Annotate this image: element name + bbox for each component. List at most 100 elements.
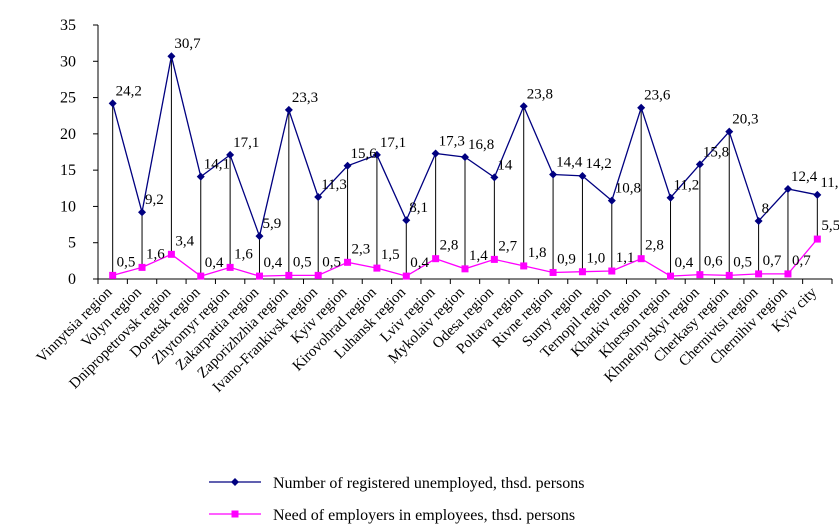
- data-label-employer-need: 2,3: [352, 241, 371, 257]
- data-label-unemployed: 8: [762, 201, 770, 217]
- data-label-unemployed: 17,1: [380, 135, 406, 151]
- data-label-unemployed: 12,4: [791, 169, 818, 185]
- data-label-unemployed: 15,8: [703, 144, 729, 160]
- data-label-employer-need: 0,6: [704, 254, 723, 270]
- data-label-employer-need: 0,7: [792, 253, 811, 269]
- data-point-unemployed: [461, 153, 469, 162]
- data-point-unemployed: [519, 102, 528, 111]
- data-label-unemployed: 14: [497, 157, 513, 173]
- data-point-unemployed: [431, 149, 440, 158]
- data-point-unemployed: [402, 216, 411, 225]
- data-point-unemployed: [637, 103, 646, 112]
- data-label-employer-need: 0,4: [410, 255, 429, 271]
- data-label-unemployed: 17,3: [439, 133, 465, 149]
- data-label-unemployed: 24,2: [116, 83, 142, 99]
- data-label-unemployed: 30,7: [174, 36, 201, 52]
- data-point-employer-need: [255, 272, 263, 280]
- data-point-unemployed: [578, 171, 587, 180]
- data-label-employer-need: 0,4: [263, 255, 282, 271]
- data-point-unemployed: [695, 160, 704, 169]
- data-point-employer-need: [373, 264, 381, 272]
- data-label-unemployed: 23,8: [527, 86, 553, 102]
- data-point-unemployed: [754, 216, 763, 225]
- data-point-unemployed: [607, 196, 616, 205]
- data-label-unemployed: 23,3: [292, 90, 318, 106]
- y-tick-label: 5: [68, 235, 76, 252]
- data-label-employer-need: 0,4: [675, 255, 694, 271]
- data-label-employer-need: 0,5: [322, 254, 341, 270]
- data-point-unemployed: [725, 127, 734, 136]
- data-label-unemployed: 5,9: [262, 216, 281, 232]
- y-tick-label: 0: [68, 271, 76, 288]
- data-point-employer-need: [226, 263, 234, 271]
- data-point-employer-need: [402, 272, 410, 280]
- data-point-employer-need: [344, 258, 352, 266]
- data-label-employer-need: 0,4: [205, 255, 224, 271]
- y-tick-label: 35: [60, 17, 76, 34]
- data-label-unemployed: 20,3: [732, 112, 758, 128]
- data-point-employer-need: [432, 255, 440, 263]
- y-tick-label: 20: [60, 126, 76, 143]
- data-point-unemployed: [666, 193, 675, 202]
- data-label-employer-need: 1,6: [234, 246, 253, 262]
- data-point-unemployed: [255, 232, 264, 241]
- data-point-employer-need: [608, 267, 616, 275]
- data-point-unemployed: [284, 105, 293, 114]
- legend-item-employer-need: Need of employers in employees, thsd. pe…: [209, 507, 575, 524]
- data-label-unemployed: 14,1: [204, 157, 230, 173]
- data-label-unemployed: 14,2: [585, 156, 611, 172]
- data-point-unemployed: [138, 208, 147, 217]
- data-label-unemployed: 11,2: [674, 178, 700, 194]
- y-tick-label: 10: [60, 198, 76, 215]
- data-point-employer-need: [725, 271, 733, 279]
- y-tick-label: 15: [60, 162, 76, 179]
- data-label-employer-need: 0,5: [117, 254, 136, 270]
- data-point-unemployed: [167, 52, 176, 61]
- data-label-employer-need: 1,4: [469, 248, 488, 264]
- data-point-employer-need: [109, 271, 117, 279]
- data-point-unemployed: [343, 161, 352, 170]
- data-label-employer-need: 2,8: [645, 238, 664, 254]
- data-point-employer-need: [197, 272, 205, 280]
- data-point-employer-need: [520, 262, 528, 270]
- data-point-unemployed: [196, 172, 205, 181]
- data-label-unemployed: 16,8: [468, 137, 494, 153]
- data-label-employer-need: 1,8: [528, 245, 547, 261]
- legend-label-unemployed: Number of registered unemployed, thsd. p…: [273, 475, 584, 492]
- data-label-unemployed: 17,1: [233, 135, 259, 151]
- legend-marker-square: [231, 510, 239, 518]
- data-point-employer-need: [490, 255, 498, 263]
- data-point-employer-need: [578, 268, 586, 276]
- data-label-unemployed: 23,6: [644, 88, 671, 104]
- data-label-employer-need: 0,5: [293, 254, 312, 270]
- data-label-unemployed: 11,6: [820, 175, 839, 191]
- data-label-unemployed: 8,1: [409, 200, 428, 216]
- y-tick-label: 30: [60, 53, 76, 70]
- data-point-employer-need: [784, 270, 792, 278]
- data-label-unemployed: 14,4: [556, 154, 583, 170]
- data-point-employer-need: [167, 250, 175, 258]
- data-point-employer-need: [314, 271, 322, 279]
- data-label-employer-need: 2,8: [440, 238, 459, 254]
- data-point-employer-need: [813, 235, 821, 243]
- data-label-employer-need: 0,9: [557, 251, 576, 267]
- data-label-employer-need: 1,1: [616, 250, 635, 266]
- data-label-unemployed: 15,6: [351, 146, 378, 162]
- data-point-employer-need: [138, 263, 146, 271]
- data-point-unemployed: [549, 170, 558, 179]
- legend: Number of registered unemployed, thsd. p…: [209, 475, 584, 524]
- data-label-employer-need: 0,5: [733, 254, 752, 270]
- data-label-employer-need: 3,4: [175, 233, 194, 249]
- data-point-unemployed: [372, 150, 381, 159]
- data-label-employer-need: 2,7: [498, 238, 517, 254]
- data-point-employer-need: [637, 255, 645, 263]
- data-point-employer-need: [461, 265, 469, 273]
- data-point-unemployed: [108, 99, 117, 108]
- data-point-employer-need: [667, 272, 675, 280]
- y-tick-label: 25: [60, 90, 76, 107]
- data-point-unemployed: [314, 192, 323, 201]
- data-point-unemployed: [813, 190, 822, 199]
- data-point-employer-need: [696, 271, 704, 279]
- data-point-employer-need: [755, 270, 763, 278]
